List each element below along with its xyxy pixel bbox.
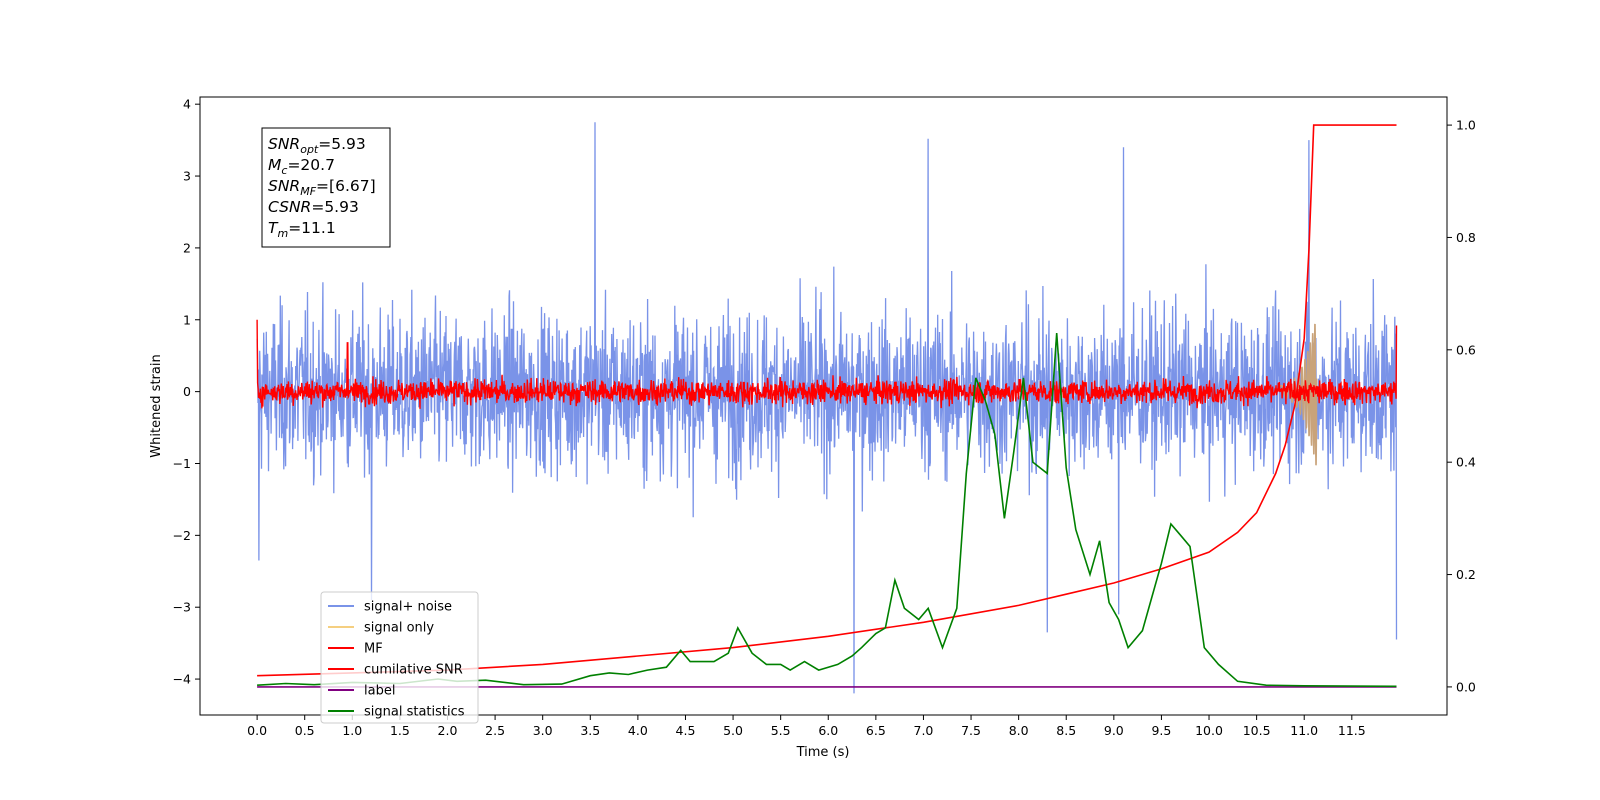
plot-frame bbox=[199, 96, 1448, 716]
series-signal-only-line bbox=[1275, 323, 1318, 466]
x-tick-label: 4.5 bbox=[676, 723, 696, 738]
x-tick-label: 1.5 bbox=[390, 723, 410, 738]
stat-line: CSNR=5.93 bbox=[268, 198, 359, 216]
y-right-tick-label: 0.0 bbox=[1456, 679, 1476, 694]
x-tick-label: 6.5 bbox=[866, 723, 886, 738]
y-left-tick-label: 0 bbox=[183, 384, 191, 399]
x-tick-label: 3.0 bbox=[533, 723, 553, 738]
y-left-tick-label: 3 bbox=[183, 169, 191, 184]
x-tick-label: 0.0 bbox=[247, 723, 267, 738]
x-tick-label: 3.5 bbox=[580, 723, 600, 738]
x-tick-label: 1.0 bbox=[342, 723, 362, 738]
y-right-tick-label: 1.0 bbox=[1456, 118, 1476, 133]
stat-line: SNRMF=[6.67] bbox=[268, 177, 376, 198]
x-tick-label: 10.5 bbox=[1243, 723, 1271, 738]
x-tick-label: 0.5 bbox=[295, 723, 315, 738]
x-tick-label: 9.0 bbox=[1104, 723, 1124, 738]
x-tick-label: 8.0 bbox=[1009, 723, 1029, 738]
legend-label: signal statistics bbox=[364, 705, 465, 720]
y-left-tick-label: −4 bbox=[173, 672, 191, 687]
x-axis: 0.0 0.5 1.0 1.5 2.0 2.5 3.0 3.5 4.0 4.5 5.0 5.5 6.0 6… bbox=[247, 715, 1366, 738]
x-axis-label: Time (s) bbox=[796, 745, 850, 760]
y-left-tick-label: −1 bbox=[173, 456, 191, 471]
y-axis-label: Whitened strain bbox=[149, 354, 164, 457]
legend-label: label bbox=[364, 684, 395, 699]
y-axis-right: 1.0 0.8 0.6 0.4 0.2 0.0 bbox=[1447, 118, 1476, 694]
y-left-tick-label: 4 bbox=[183, 97, 191, 112]
x-tick-label: 7.5 bbox=[961, 723, 981, 738]
stats-box-frame bbox=[261, 127, 391, 248]
y-left-tick-label: 2 bbox=[183, 240, 191, 255]
legend-label: signal only bbox=[364, 621, 434, 636]
legend-label: MF bbox=[364, 642, 383, 657]
x-tick-label: 10.0 bbox=[1195, 723, 1223, 738]
y-left-tick-label: −2 bbox=[173, 528, 191, 543]
x-tick-label: 4.0 bbox=[628, 723, 648, 738]
x-tick-label: 11.5 bbox=[1338, 723, 1366, 738]
x-tick-label: 7.0 bbox=[914, 723, 934, 738]
series-cumulative-snr-line bbox=[257, 124, 1397, 677]
series-signal-statistics-line bbox=[257, 332, 1397, 688]
y-left-tick-label: −3 bbox=[173, 600, 191, 615]
legend-frame bbox=[320, 591, 479, 724]
legend: signal+ noise signal only MF cumilative SNR… bbox=[320, 591, 479, 724]
x-tick-label: 5.0 bbox=[723, 723, 743, 738]
x-tick-label: 5.5 bbox=[771, 723, 791, 738]
legend-label: cumilative SNR bbox=[364, 663, 463, 678]
x-tick-label: 2.0 bbox=[438, 723, 458, 738]
x-tick-label: 9.5 bbox=[1151, 723, 1171, 738]
y-right-tick-label: 0.2 bbox=[1456, 567, 1476, 582]
y-left-tick-label: 1 bbox=[183, 312, 191, 327]
x-tick-label: 11.0 bbox=[1290, 723, 1318, 738]
series-mf-line bbox=[256, 319, 1398, 409]
y-axis-left: 4 3 2 1 0 −1 −2 −3 −4 bbox=[173, 97, 200, 687]
y-right-tick-label: 0.8 bbox=[1456, 230, 1476, 245]
y-right-tick-label: 0.4 bbox=[1456, 455, 1476, 470]
x-tick-label: 6.0 bbox=[818, 723, 838, 738]
x-tick-label: 8.5 bbox=[1056, 723, 1076, 738]
x-tick-label: 2.5 bbox=[485, 723, 505, 738]
stat-line: Tm=11.1 bbox=[268, 219, 336, 240]
stat-line: Mc=20.7 bbox=[268, 156, 335, 177]
legend-label: signal+ noise bbox=[364, 600, 452, 615]
y-right-tick-label: 0.6 bbox=[1456, 342, 1476, 357]
stat-line: SNRopt=5.93 bbox=[268, 135, 366, 156]
